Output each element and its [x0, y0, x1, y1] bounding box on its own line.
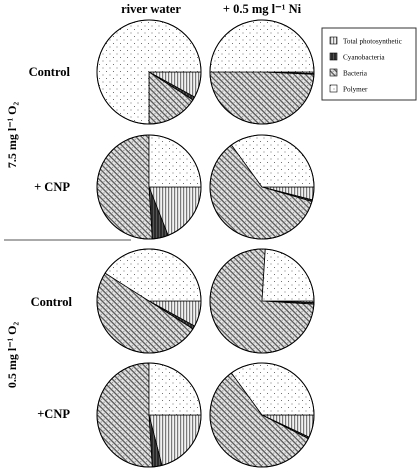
pie-6-slice-polymer: [261, 248, 315, 302]
pie-7-slice-bacteria: [96, 362, 153, 468]
row-label-control-high-o2: Control: [29, 65, 71, 79]
legend-label-total-photosynthetic: Total photosynthetic: [343, 38, 402, 46]
row-label-cnp-low-o2: +CNP: [37, 407, 70, 421]
pie-3-outline: [96, 134, 202, 240]
legend-swatch-bacteria: [329, 68, 338, 77]
pie-5: [96, 248, 202, 354]
pie-4: [209, 134, 315, 240]
pie-3-slice-bacteria: [96, 134, 153, 240]
row-label-control-low-o2: Control: [31, 295, 73, 309]
column-header-river-water: river water: [121, 2, 181, 16]
pie-7-outline: [96, 362, 202, 468]
legend-label-polymer: Polymer: [343, 86, 368, 94]
pie-4-outline: [209, 134, 315, 240]
legend: Total photosynthetic Cyanobacteria Bacte…: [321, 27, 417, 101]
legend-box: [321, 27, 417, 101]
legend-label-bacteria: Bacteria: [343, 70, 368, 78]
pie-7: [96, 362, 202, 468]
pie-8: [209, 362, 315, 468]
pie-2: [209, 19, 315, 125]
row-label-cnp-high-o2: + CNP: [34, 180, 70, 194]
pie-7-slice-polymer: [148, 362, 202, 416]
pie-1-outline: [96, 19, 202, 125]
pie-8-outline: [209, 362, 315, 468]
pie-2-slice-bacteria: [209, 71, 315, 125]
group-label-high-o2: 7.5 mg l⁻¹ O₂: [5, 102, 19, 169]
pie-6-outline: [209, 248, 315, 354]
legend-swatch-cyanobacteria: [329, 52, 338, 61]
pie-6: [209, 248, 315, 354]
group-label-low-o2: 0.5 mg l⁻¹ O₂: [5, 322, 19, 389]
legend-swatch-polymer: [329, 84, 338, 93]
pie-2-outline: [209, 19, 315, 125]
pie-5-outline: [96, 248, 202, 354]
legend-swatch-total-photosynthetic: [329, 36, 338, 45]
pie-2-slice-polymer: [209, 19, 315, 73]
legend-label-cyanobacteria: Cyanobacteria: [343, 54, 385, 62]
pie-3-slice-polymer: [148, 134, 202, 188]
pie-3: [96, 134, 202, 240]
pie-1: [96, 19, 202, 125]
pie-grid: [96, 19, 315, 468]
column-header-ni: + 0.5 mg l⁻¹ Ni: [223, 2, 302, 16]
